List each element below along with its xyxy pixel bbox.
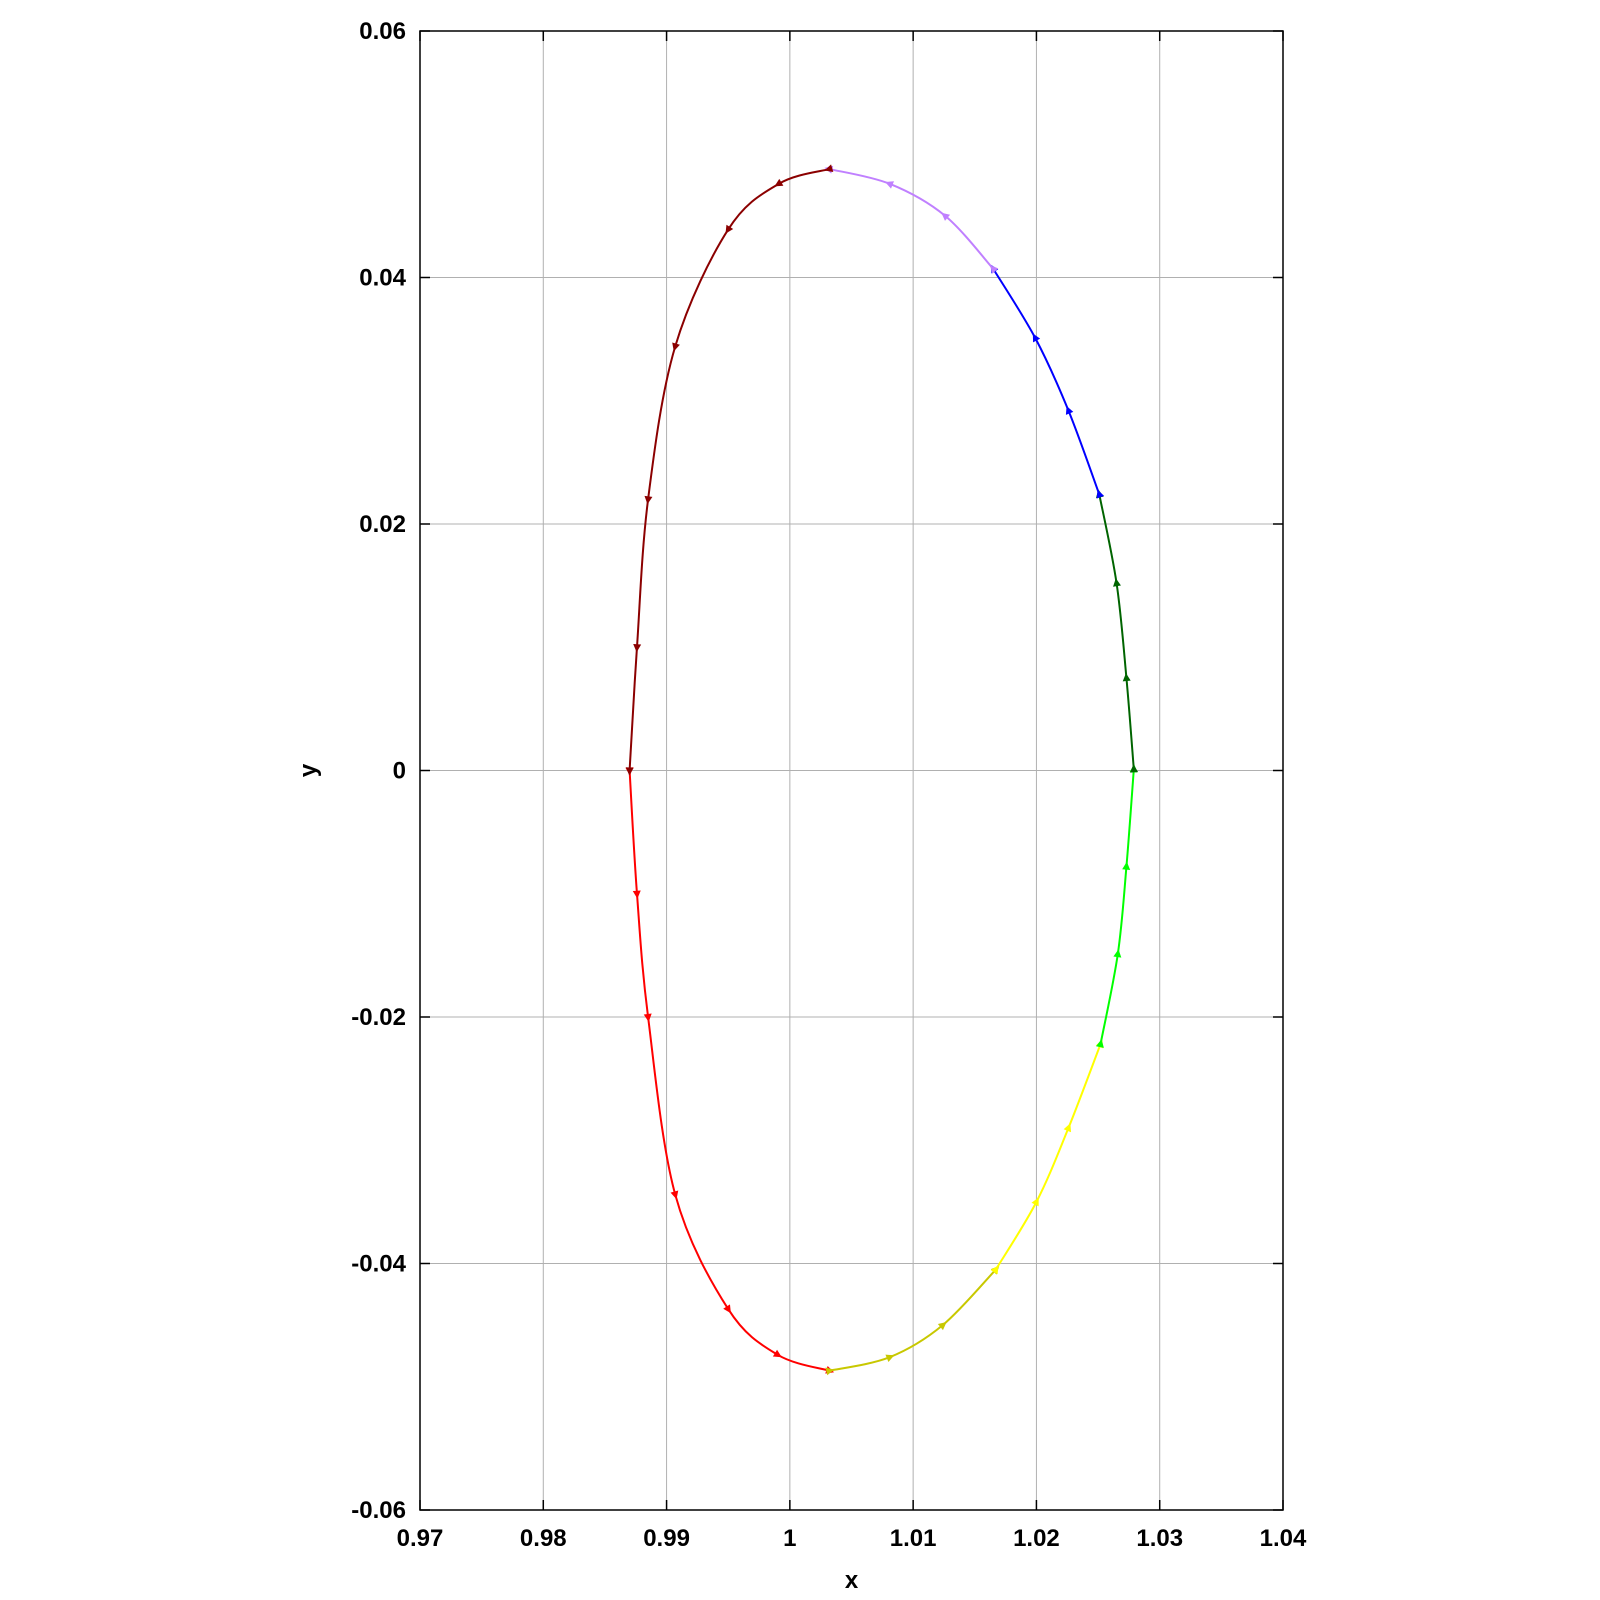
y-axis-title: y [295, 763, 322, 777]
y-tick-label: 0.06 [359, 18, 406, 45]
series-0 [625, 767, 835, 1374]
series-6 [824, 165, 999, 274]
data-point-marker [1031, 1197, 1039, 1207]
data-point-marker [723, 1304, 731, 1314]
series-line [1098, 494, 1135, 770]
data-point-marker [990, 1265, 999, 1275]
data-point-marker [1113, 578, 1121, 587]
series-layer [625, 164, 1139, 1376]
series-line [829, 1268, 997, 1372]
x-tick-label: 0.99 [643, 1525, 690, 1552]
data-point-marker [1122, 861, 1131, 870]
y-tick-label: 0 [393, 758, 406, 785]
data-point-marker [1063, 1123, 1072, 1133]
series-line [994, 1043, 1102, 1271]
y-tick-label: -0.06 [351, 1497, 406, 1524]
data-point-marker [1122, 673, 1131, 682]
tick-labels: 0.97 0.98 0.99 1 1.01 1.02 1.03 1.04 -0.06 -0.04 -… [351, 18, 1307, 1552]
x-tick-label: 1.04 [1260, 1525, 1307, 1552]
data-point-marker [937, 1321, 947, 1331]
series-1 [825, 1266, 1000, 1376]
x-axis-title: x [845, 1567, 859, 1594]
y-tick-label: 0.04 [359, 265, 406, 292]
data-point-marker [825, 1367, 835, 1376]
data-point-marker [772, 1349, 782, 1358]
x-tick-label: 1 [783, 1525, 796, 1552]
y-tick-label: -0.04 [351, 1251, 406, 1278]
data-point-marker [725, 224, 734, 234]
x-tick-label: 1.01 [890, 1525, 937, 1552]
data-point-marker [1096, 1039, 1104, 1048]
data-point-marker [644, 495, 653, 505]
series-line [628, 770, 830, 1372]
series-line [992, 268, 1101, 495]
data-point-marker [632, 890, 641, 899]
series-5 [990, 264, 1105, 499]
data-point-marker [1130, 764, 1139, 773]
data-point-marker [1096, 489, 1105, 499]
ticks [419, 30, 1284, 1511]
data-point-marker [1113, 949, 1122, 958]
data-point-marker [625, 767, 634, 776]
series-line [1099, 769, 1135, 1045]
data-point-marker [643, 1013, 652, 1022]
data-point-marker [672, 342, 680, 352]
series-2 [990, 1039, 1104, 1275]
data-point-marker [885, 1354, 895, 1363]
x-tick-label: 0.97 [397, 1525, 444, 1552]
y-tick-label: 0.02 [359, 511, 406, 538]
data-point-marker [824, 164, 834, 173]
x-tick-label: 0.98 [520, 1525, 567, 1552]
series-7 [625, 164, 834, 776]
series-4 [1095, 489, 1139, 773]
series-line [829, 168, 995, 270]
x-tick-label: 1.02 [1013, 1525, 1060, 1552]
data-point-marker [670, 1190, 679, 1200]
data-point-marker [1032, 333, 1041, 343]
x-tick-label: 1.03 [1136, 1525, 1183, 1552]
data-point-marker [1065, 405, 1074, 415]
grid [420, 31, 1283, 1510]
data-point-marker [633, 643, 642, 653]
series-3 [1096, 764, 1138, 1048]
data-point-marker [885, 181, 894, 189]
y-tick-label: -0.02 [351, 1004, 406, 1031]
data-point-marker [774, 178, 784, 187]
series-line [628, 168, 830, 771]
data-point-marker [989, 265, 999, 274]
data-point-marker [941, 212, 951, 221]
